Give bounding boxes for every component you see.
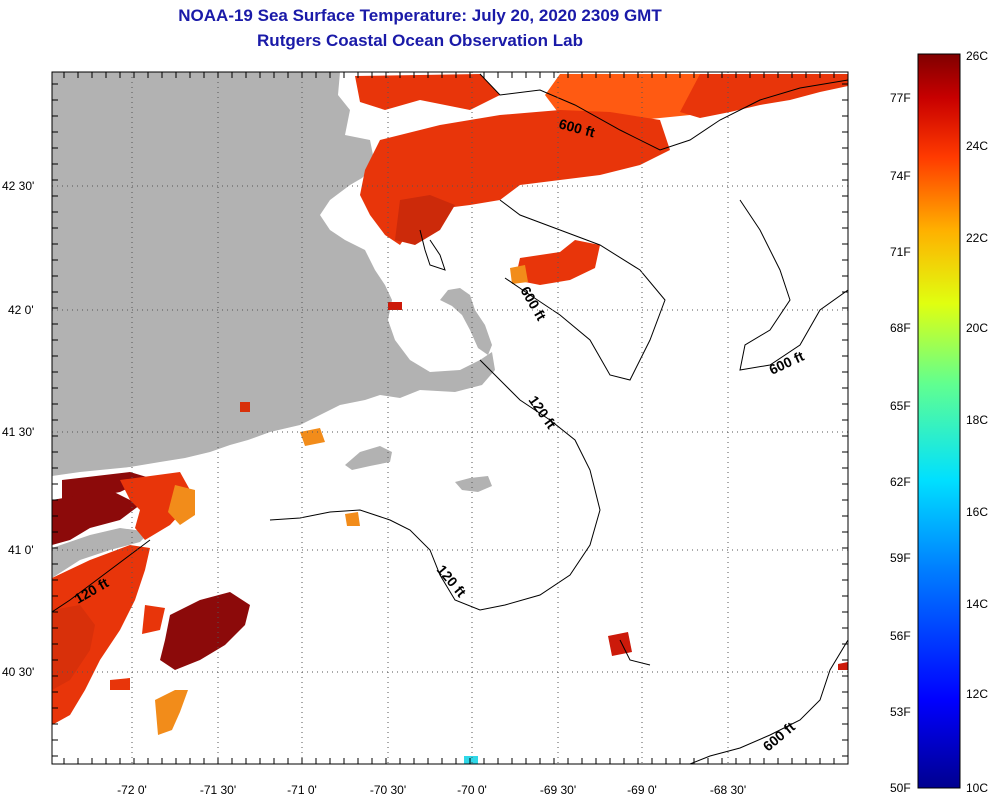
lon-label: -69 0' — [627, 783, 657, 797]
land-new-england — [52, 72, 495, 476]
colorbar: 77F 74F 71F 68F 65F 62F 59F 56F 53F 50F … — [890, 49, 988, 795]
f-label: 50F — [890, 781, 911, 795]
f-label: 74F — [890, 169, 911, 183]
map-frame — [51, 71, 849, 765]
lat-label: 42 0' — [8, 303, 34, 317]
lat-label: 40 30' — [2, 665, 34, 679]
lon-label: -70 30' — [370, 783, 406, 797]
f-label: 71F — [890, 245, 911, 259]
f-label: 65F — [890, 399, 911, 413]
c-label: 22C — [966, 231, 988, 245]
f-label: 77F — [890, 91, 911, 105]
c-label: 26C — [966, 49, 988, 63]
f-label: 62F — [890, 475, 911, 489]
c-label: 16C — [966, 505, 988, 519]
lon-axis-labels: -72 0' -71 30' -71 0' -70 30' -70 0' -69… — [117, 783, 746, 797]
lon-label: -70 0' — [457, 783, 487, 797]
land-marthas-vineyard — [345, 446, 392, 470]
tick-marks — [52, 72, 848, 764]
c-label: 24C — [966, 139, 988, 153]
lon-label: -69 30' — [540, 783, 576, 797]
graticule — [52, 72, 848, 764]
map-title: NOAA-19 Sea Surface Temperature: July 20… — [178, 6, 662, 25]
lon-label: -68 30' — [710, 783, 746, 797]
land-nantucket — [455, 476, 492, 492]
lon-label: -71 30' — [200, 783, 236, 797]
colorbar-fahrenheit-labels: 77F 74F 71F 68F 65F 62F 59F 56F 53F 50F — [890, 91, 911, 795]
map-area: 600 ft 600 ft 600 ft 600 ft 120 ft 120 f… — [52, 72, 848, 764]
f-label: 59F — [890, 551, 911, 565]
depth-contours — [52, 73, 848, 764]
f-label: 56F — [890, 629, 911, 643]
lon-label: -71 0' — [287, 783, 317, 797]
lat-label: 41 0' — [8, 543, 34, 557]
sst-patches — [52, 74, 848, 764]
map-subtitle: Rutgers Coastal Ocean Observation Lab — [257, 31, 583, 50]
land-cape-cod — [440, 288, 492, 355]
c-label: 20C — [966, 321, 988, 335]
f-label: 68F — [890, 321, 911, 335]
lon-label: -72 0' — [117, 783, 147, 797]
c-label: 10C — [966, 781, 988, 795]
c-label: 18C — [966, 413, 988, 427]
c-label: 14C — [966, 597, 988, 611]
lat-axis-labels: 42 30' 42 0' 41 30' 41 0' 40 30' — [2, 179, 34, 679]
lat-label: 41 30' — [2, 425, 34, 439]
lat-label: 42 30' — [2, 179, 34, 193]
f-label: 53F — [890, 705, 911, 719]
colorbar-celsius-labels: 26C 24C 22C 20C 18C 16C 14C 12C 10C — [966, 49, 988, 795]
colorbar-gradient — [917, 53, 961, 789]
c-label: 12C — [966, 687, 988, 701]
land-long-island — [52, 528, 150, 578]
